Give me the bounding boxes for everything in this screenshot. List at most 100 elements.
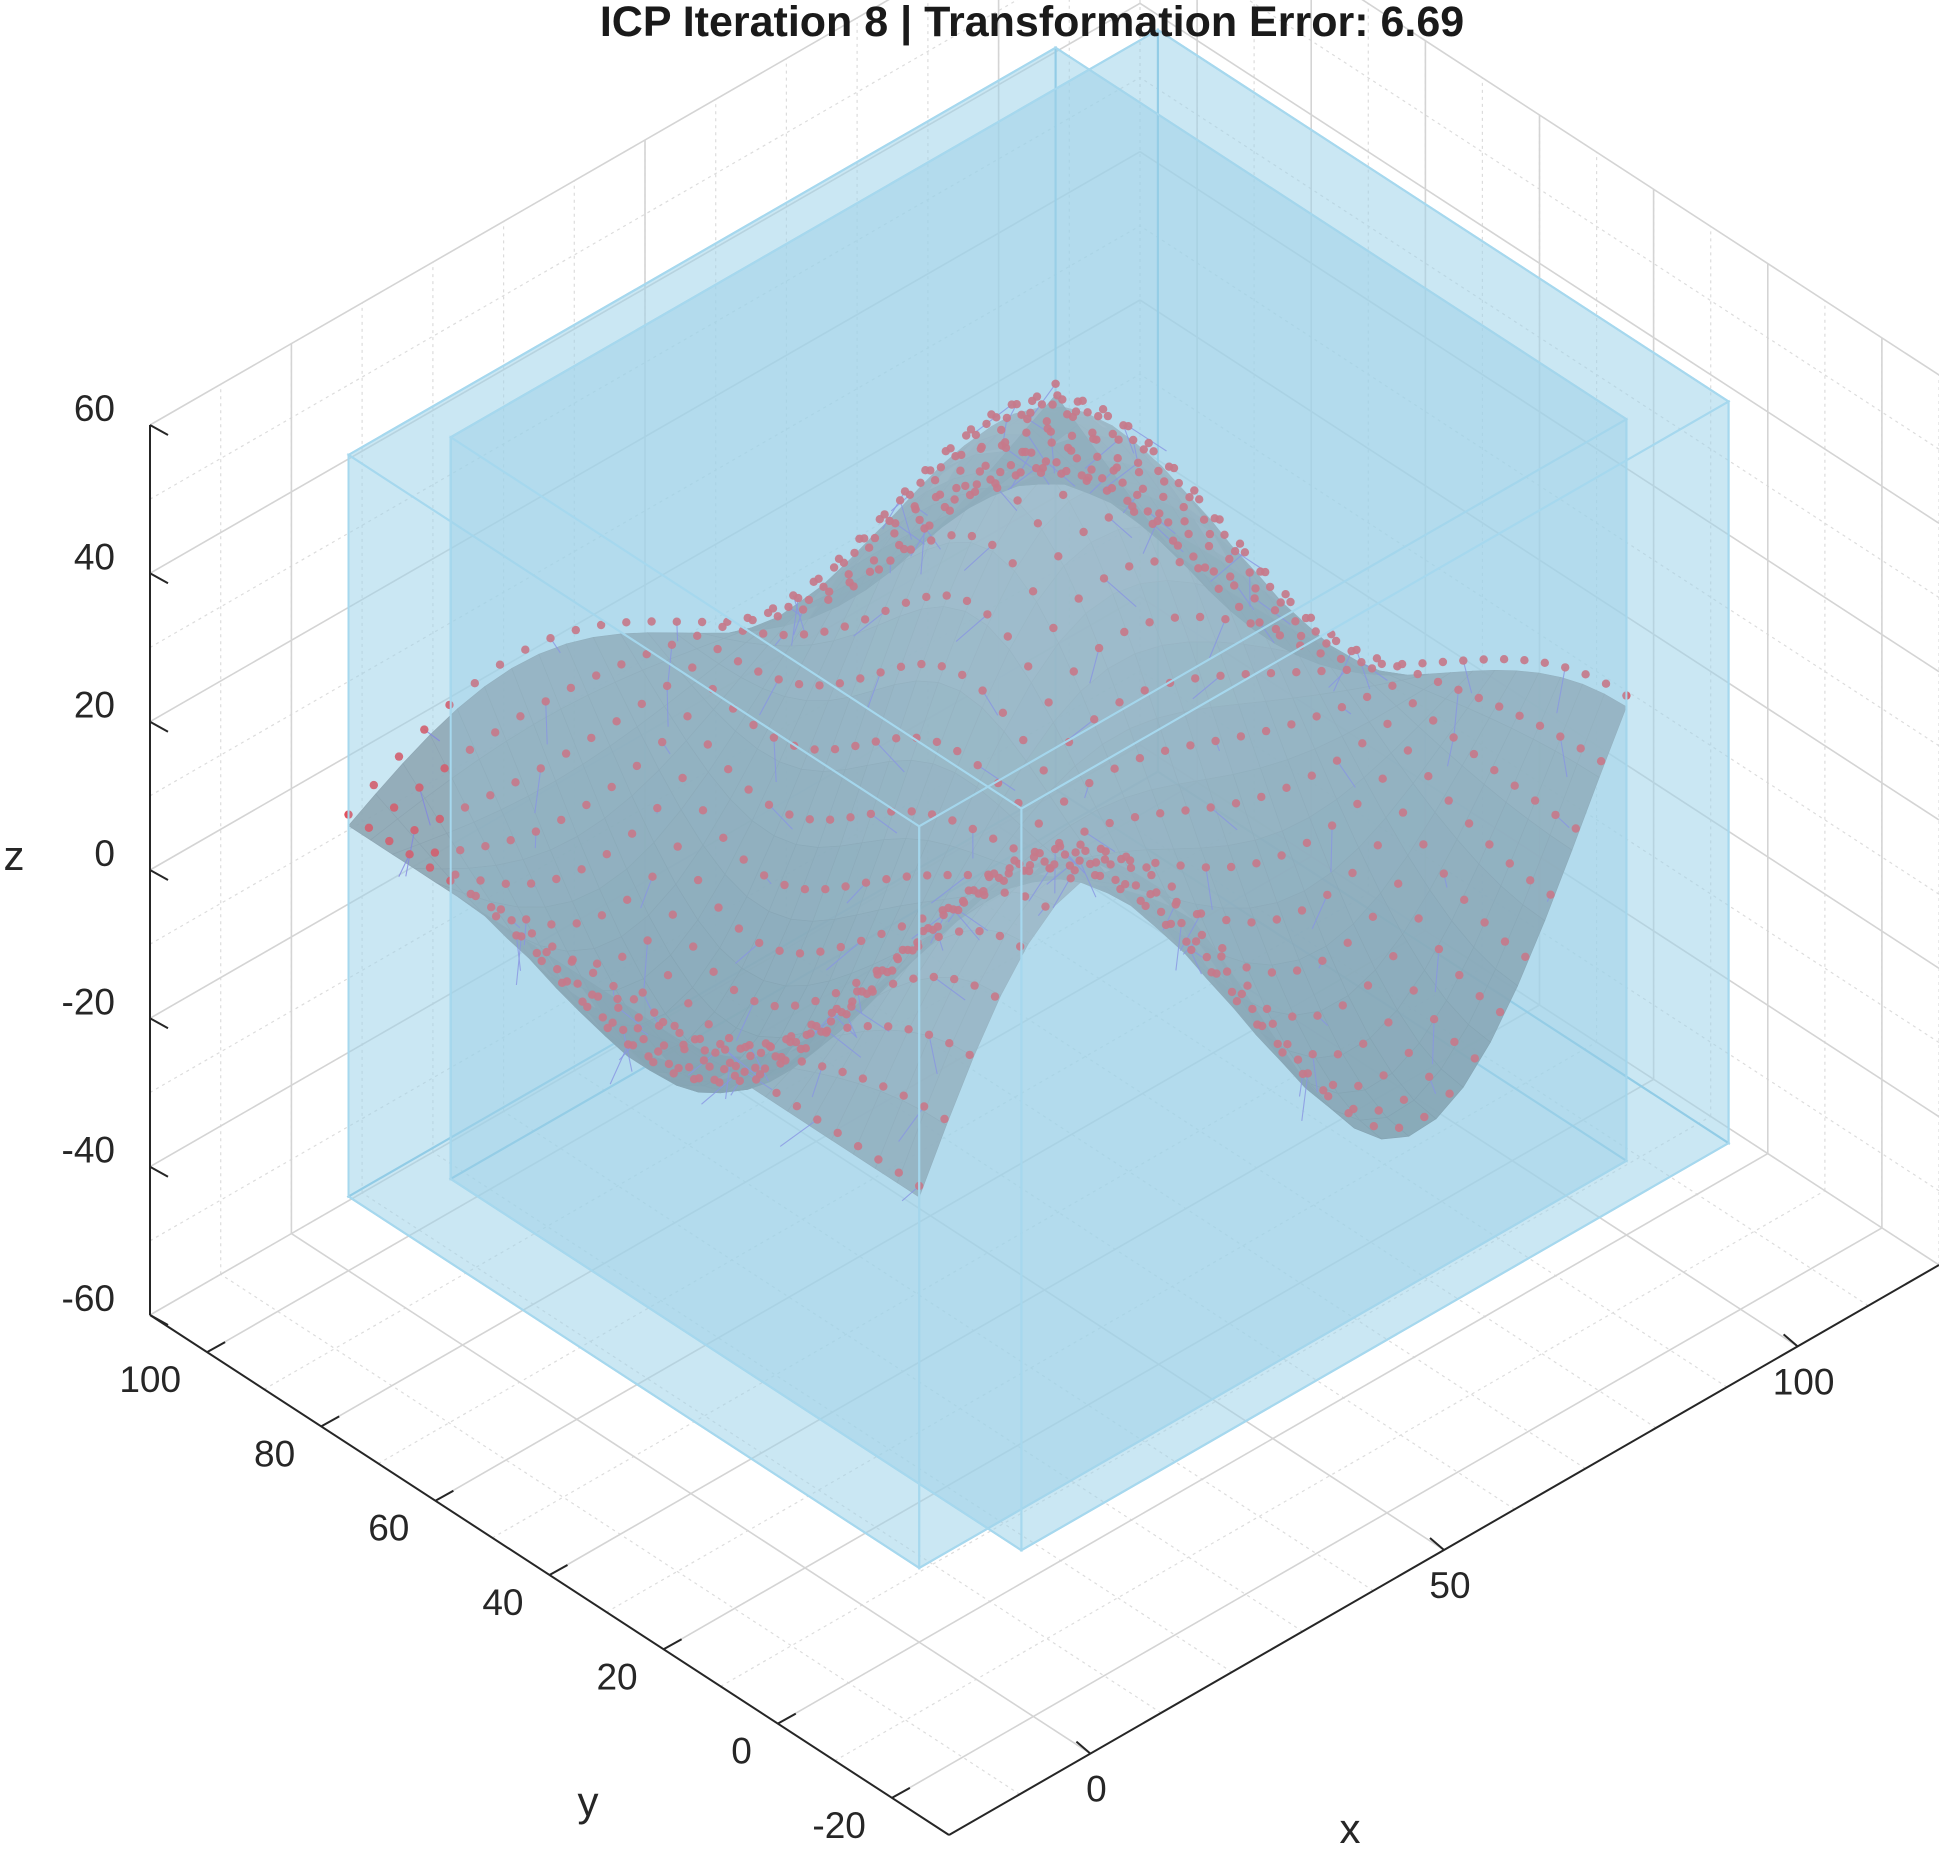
point xyxy=(1485,840,1494,849)
point xyxy=(567,957,576,966)
point xyxy=(910,502,919,511)
bbox-face-top xyxy=(346,46,1629,828)
correspondence-line xyxy=(1122,425,1135,454)
point xyxy=(1009,844,1018,853)
correspondence-line xyxy=(666,685,669,727)
correspondence-line xyxy=(1355,649,1371,690)
point xyxy=(1135,754,1145,763)
point xyxy=(1217,952,1226,961)
correspondence-line xyxy=(853,610,886,637)
point xyxy=(1222,967,1232,976)
correspondence-line xyxy=(1084,439,1119,469)
point xyxy=(1075,856,1084,865)
z-tick-label: 40 xyxy=(74,536,115,577)
point xyxy=(698,806,708,815)
correspondence-line xyxy=(642,992,658,1023)
point xyxy=(487,903,496,912)
point xyxy=(608,1018,617,1027)
point xyxy=(1551,810,1560,820)
point xyxy=(1433,677,1443,687)
point xyxy=(755,938,764,948)
correspondence-line xyxy=(811,1066,823,1098)
point xyxy=(603,1023,612,1033)
correspondence-line xyxy=(870,813,898,834)
point xyxy=(542,947,551,957)
point xyxy=(838,1067,847,1077)
y-tick-label: 40 xyxy=(482,1582,523,1623)
point xyxy=(566,683,576,693)
point xyxy=(839,558,849,567)
y-tick-label: 100 xyxy=(119,1359,181,1400)
point xyxy=(1191,674,1200,683)
point xyxy=(675,1028,684,1038)
point xyxy=(632,761,642,771)
point xyxy=(1204,541,1214,551)
point xyxy=(1222,915,1231,925)
minor-grid-line xyxy=(149,0,1019,500)
point xyxy=(1337,703,1347,712)
point xyxy=(970,487,980,496)
point xyxy=(644,1052,653,1061)
point xyxy=(907,807,916,816)
point xyxy=(953,746,962,756)
point xyxy=(1058,395,1067,404)
point xyxy=(1307,771,1317,780)
point xyxy=(754,667,763,676)
point xyxy=(904,1025,913,1034)
point xyxy=(1363,981,1373,990)
point xyxy=(1230,547,1240,556)
point xyxy=(1133,458,1143,467)
major-grid-line xyxy=(777,1152,1769,1725)
point xyxy=(1146,890,1155,899)
point xyxy=(1439,869,1449,878)
point xyxy=(1028,587,1038,596)
correspondence-line xyxy=(1330,825,1333,873)
point xyxy=(725,1058,735,1068)
correspondence-line xyxy=(735,1000,755,1041)
point xyxy=(870,533,880,543)
point xyxy=(924,1030,934,1040)
point xyxy=(598,1013,607,1022)
correspondence-line xyxy=(515,936,522,986)
point xyxy=(465,745,475,754)
point xyxy=(694,1074,704,1083)
point xyxy=(628,1041,638,1050)
correspondence-line xyxy=(773,737,777,783)
point xyxy=(571,625,580,635)
point xyxy=(1202,952,1212,962)
point xyxy=(1006,461,1016,470)
z-tick xyxy=(149,869,169,881)
correspondence-line xyxy=(846,882,867,904)
point xyxy=(1261,567,1270,577)
surface-patch xyxy=(348,793,399,841)
correspondence-line xyxy=(534,768,542,814)
point xyxy=(1115,698,1124,707)
point xyxy=(945,506,954,515)
point xyxy=(1098,405,1108,414)
point xyxy=(1245,568,1254,577)
point xyxy=(1051,379,1060,388)
point xyxy=(781,1056,790,1065)
point xyxy=(886,556,895,565)
correspondence-line xyxy=(1446,737,1455,767)
point xyxy=(1128,502,1137,511)
point xyxy=(1083,408,1092,417)
point xyxy=(683,712,692,721)
point xyxy=(1032,392,1042,401)
point xyxy=(1113,454,1122,463)
point xyxy=(852,978,861,988)
point xyxy=(1033,519,1043,528)
point xyxy=(1495,1007,1505,1017)
point xyxy=(749,720,758,730)
point xyxy=(821,885,830,894)
point xyxy=(1272,915,1282,924)
correspondence-line xyxy=(1147,510,1176,535)
point xyxy=(899,544,909,554)
point xyxy=(1041,457,1051,466)
point xyxy=(1092,435,1101,444)
point xyxy=(653,803,662,813)
correspondence-line xyxy=(826,1030,862,1058)
correspondence-line xyxy=(792,595,805,631)
point xyxy=(1067,431,1077,440)
point xyxy=(1449,733,1458,742)
